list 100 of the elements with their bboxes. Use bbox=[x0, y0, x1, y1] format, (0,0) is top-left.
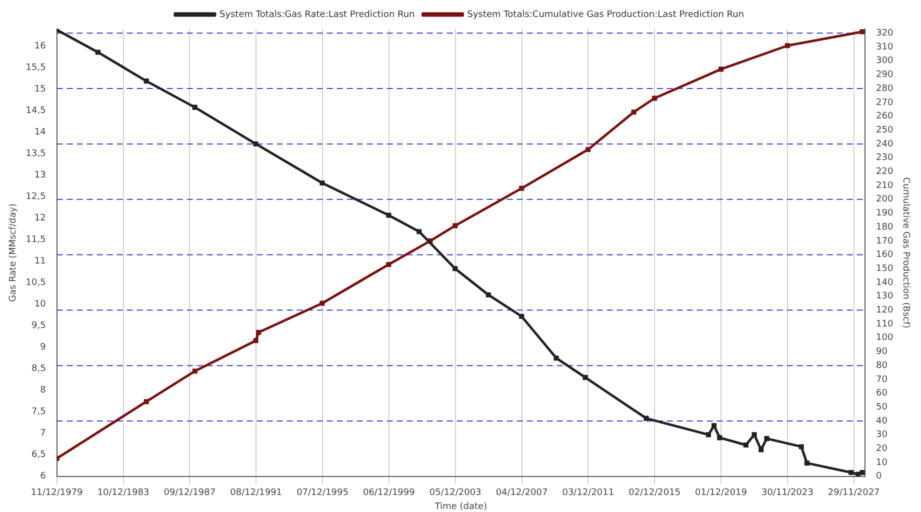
point bbox=[452, 266, 458, 272]
y-tick-label: 16 bbox=[34, 42, 46, 52]
y2-tick-label: 110 bbox=[876, 319, 894, 330]
point bbox=[752, 432, 757, 438]
x-tick-label: 01/12/2019 bbox=[695, 488, 748, 498]
x-tick-label: 06/12/1999 bbox=[362, 488, 416, 498]
y2-tick-label: 210 bbox=[876, 180, 894, 191]
y-tick-label: 14,5 bbox=[26, 106, 46, 116]
y-tick-label: 13,5 bbox=[26, 149, 46, 160]
y2-tick-label: 90 bbox=[876, 347, 888, 358]
y2-tick-label: 180 bbox=[876, 222, 894, 232]
point bbox=[320, 180, 325, 186]
y2-tick-label: 220 bbox=[876, 167, 894, 178]
x-tick-label: 07/12/1995 bbox=[296, 488, 348, 498]
point bbox=[743, 442, 748, 448]
y2-tick-label: 0 bbox=[876, 472, 882, 482]
y-tick-label: 9,5 bbox=[32, 321, 46, 332]
y-tick-label: 7 bbox=[40, 428, 46, 439]
y-tick-label: 8 bbox=[40, 386, 46, 396]
point bbox=[758, 447, 764, 452]
point bbox=[717, 435, 722, 440]
y2-tick-label: 300 bbox=[876, 56, 894, 66]
x-tick-label: 08/12/1991 bbox=[230, 488, 282, 498]
y2-tick-label: 70 bbox=[876, 374, 888, 385]
point bbox=[386, 212, 392, 218]
y-tick-label: 6,5 bbox=[32, 450, 46, 460]
y2-axis-title: Cumulative Gas Production (Bscf) bbox=[900, 177, 910, 328]
legend-label: System Totals:Gas Rate:Last Prediction Run bbox=[219, 10, 415, 20]
x-tick-label: 03/12/2011 bbox=[562, 488, 614, 498]
point bbox=[95, 50, 100, 55]
point bbox=[644, 416, 649, 421]
point bbox=[192, 368, 198, 374]
y-tick-label: 8,5 bbox=[32, 364, 46, 374]
x-tick-label: 04/12/2007 bbox=[496, 488, 548, 498]
y-tick-label: 12,5 bbox=[26, 192, 46, 202]
y2-tick-label: 80 bbox=[876, 360, 888, 371]
x-tick-label: 11/12/1979 bbox=[30, 488, 84, 498]
y2-tick-label: 320 bbox=[876, 28, 894, 38]
y2-tick-label: 250 bbox=[876, 125, 894, 136]
point bbox=[386, 262, 392, 267]
point bbox=[764, 436, 770, 442]
y-tick-label: 12 bbox=[34, 214, 46, 224]
y-tick-label: 10 bbox=[34, 300, 46, 310]
point bbox=[192, 104, 198, 110]
y2-tick-label: 130 bbox=[876, 292, 894, 302]
x-tick-label: 02/12/2015 bbox=[628, 488, 681, 498]
point bbox=[519, 186, 524, 191]
y2-tick-label: 260 bbox=[876, 112, 894, 122]
x-tick-label: 09/12/1987 bbox=[164, 488, 216, 498]
y2-tick-label: 240 bbox=[876, 139, 894, 150]
y-tick-label: 10,5 bbox=[26, 278, 46, 288]
point bbox=[452, 223, 458, 228]
point bbox=[712, 423, 717, 428]
point bbox=[860, 29, 865, 34]
point bbox=[804, 460, 810, 466]
point bbox=[253, 141, 258, 146]
y-tick-label: 14 bbox=[34, 128, 46, 138]
x-tick-label: 10/12/1983 bbox=[97, 488, 150, 498]
y2-tick-label: 10 bbox=[876, 458, 888, 468]
y2-tick-label: 30 bbox=[876, 430, 888, 440]
point bbox=[718, 66, 724, 72]
y2-tick-label: 170 bbox=[876, 236, 894, 246]
y2-tick-label: 190 bbox=[876, 208, 894, 219]
y2-tick-label: 40 bbox=[876, 416, 888, 426]
y2-tick-label: 280 bbox=[876, 84, 894, 94]
y2-tick-label: 230 bbox=[876, 153, 894, 164]
point bbox=[253, 338, 258, 344]
y-tick-label: 7,5 bbox=[32, 407, 46, 418]
x-tick-label: 29/11/2027 bbox=[828, 488, 880, 498]
y2-tick-label: 200 bbox=[876, 194, 894, 205]
y2-tick-label: 120 bbox=[876, 306, 894, 316]
point bbox=[631, 110, 636, 115]
y2-tick-label: 270 bbox=[876, 98, 894, 108]
y-tick-label: 11,5 bbox=[26, 235, 46, 246]
point bbox=[144, 399, 149, 404]
y2-tick-label: 150 bbox=[876, 264, 894, 274]
y-tick-label: 6 bbox=[40, 472, 46, 482]
y2-tick-label: 60 bbox=[876, 388, 888, 399]
y-tick-label: 15 bbox=[34, 84, 46, 95]
legend-label: System Totals:Cumulative Gas Production:Last Prediction Run bbox=[467, 10, 744, 20]
point bbox=[486, 292, 491, 298]
y2-tick-label: 50 bbox=[876, 402, 888, 412]
point bbox=[798, 444, 804, 450]
point bbox=[582, 374, 588, 380]
y-tick-label: 9 bbox=[40, 342, 46, 353]
x-axis-title: Time (date) bbox=[434, 502, 488, 512]
point bbox=[519, 314, 524, 319]
y2-tick-label: 100 bbox=[876, 333, 894, 344]
y2-tick-label: 310 bbox=[876, 42, 894, 52]
point bbox=[586, 146, 591, 152]
point bbox=[320, 300, 325, 306]
point bbox=[856, 472, 861, 476]
x-tick-label: 30/11/2023 bbox=[761, 488, 814, 498]
point bbox=[256, 330, 262, 335]
y-tick-label: 11 bbox=[34, 256, 46, 267]
point bbox=[144, 78, 149, 84]
y2-tick-label: 140 bbox=[876, 278, 894, 288]
y2-tick-label: 20 bbox=[876, 444, 888, 454]
x-tick-label: 05/12/2003 bbox=[429, 488, 482, 498]
point bbox=[416, 229, 422, 234]
